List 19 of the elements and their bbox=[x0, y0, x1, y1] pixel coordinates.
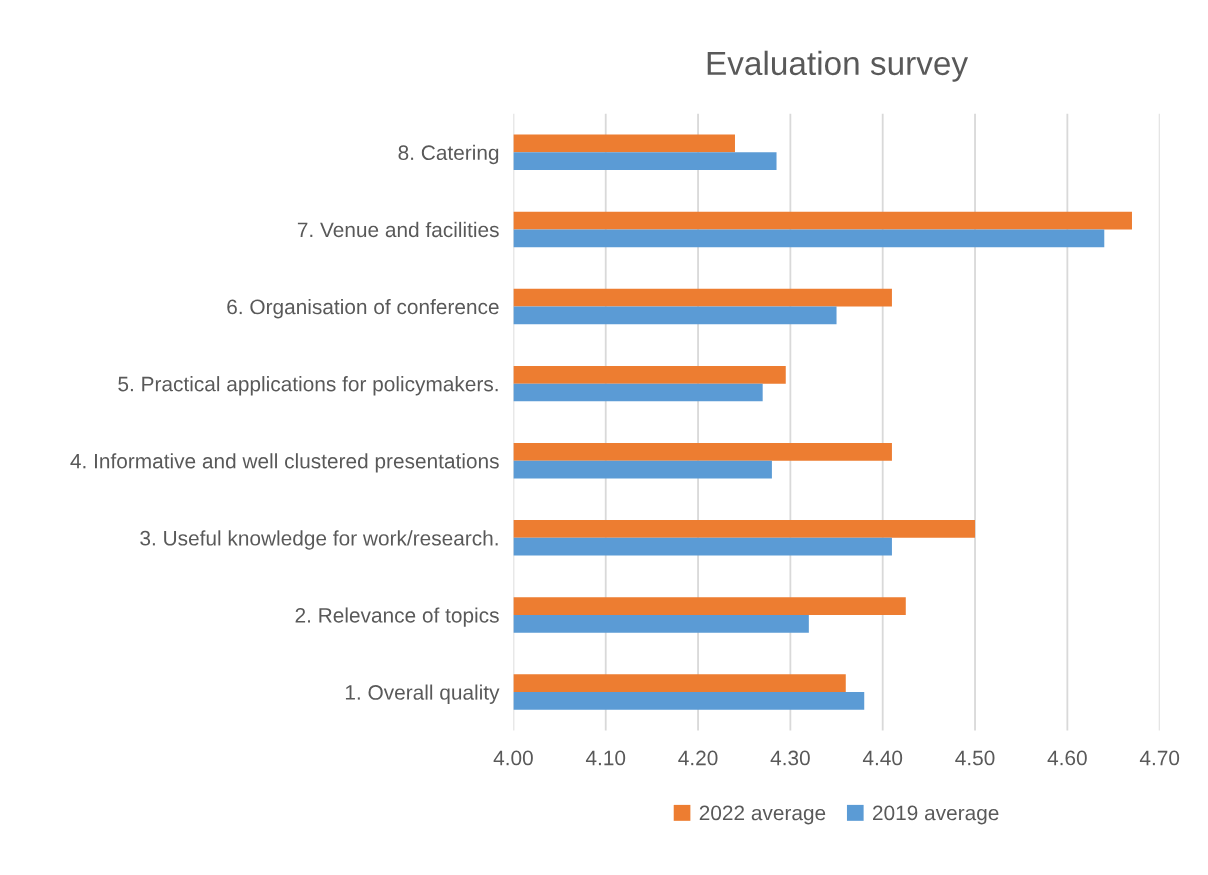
y-tick-label: 7. Venue and facilities bbox=[297, 221, 499, 238]
y-tick-label: 6. Organisation of conference bbox=[227, 298, 499, 319]
legend-label: 2019 average bbox=[873, 805, 999, 825]
x-tick-label: 4.30 bbox=[770, 750, 810, 766]
y-tick-label: 5. Practical applications for policymakers. bbox=[118, 376, 498, 396]
legend-label: 2022 average bbox=[699, 805, 826, 825]
x-tick-label: 4.00 bbox=[493, 750, 533, 766]
y-tick-label: 1. Overall quality bbox=[345, 684, 500, 704]
x-tick-label: 4.10 bbox=[585, 750, 626, 766]
x-tick-label: 4.40 bbox=[862, 750, 903, 766]
x-tick-label: 4.70 bbox=[1139, 750, 1180, 766]
x-tick-label: 4.20 bbox=[678, 750, 718, 766]
y-tick-label: 2. Relevance of topics bbox=[295, 607, 499, 627]
y-tick-label: 4. Informative and well clustered presentations bbox=[70, 453, 499, 473]
y-tick-label: 8. Catering bbox=[398, 144, 499, 165]
x-tick-label: 4.50 bbox=[955, 750, 995, 766]
y-tick-label: 3. Useful knowledge for work/research. bbox=[140, 530, 498, 550]
chart-title: Evaluation survey bbox=[707, 50, 969, 82]
x-tick-label: 4.60 bbox=[1047, 750, 1087, 766]
